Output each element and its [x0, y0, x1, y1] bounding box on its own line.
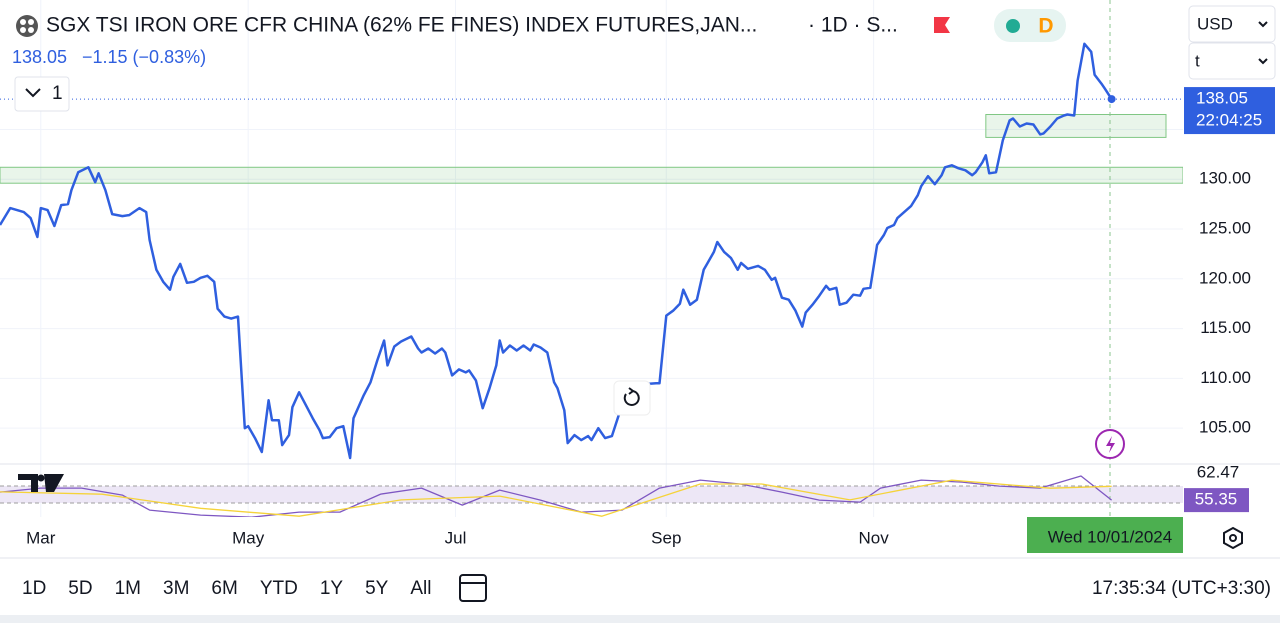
- range-button[interactable]: 1Y: [320, 578, 344, 599]
- last-price-label: 138.05: [1196, 89, 1248, 108]
- tv-logo: [18, 474, 64, 492]
- price-change: −1.15 (−0.83%): [82, 47, 206, 67]
- price-line: [0, 42, 1113, 460]
- y-tick-label: 110.00: [1200, 368, 1251, 387]
- unit-select[interactable]: [1188, 42, 1276, 80]
- range-button[interactable]: 5Y: [365, 578, 389, 599]
- range-button[interactable]: 1D: [22, 578, 46, 599]
- range-button[interactable]: 3M: [163, 578, 189, 599]
- reset-button[interactable]: [613, 380, 651, 416]
- price-zone: [985, 114, 1167, 138]
- x-tick-label: Nov: [859, 528, 890, 547]
- range-button[interactable]: 5D: [68, 578, 92, 599]
- crosshair-date-box: [1027, 517, 1183, 553]
- rsi-band: [0, 486, 1183, 503]
- currency-select[interactable]: [1188, 5, 1276, 43]
- crosshair-date: Wed 10/01/2024: [1048, 527, 1172, 546]
- y-tick-label: 115.00: [1200, 318, 1251, 337]
- y-tick-label: 120.00: [1199, 268, 1251, 287]
- rsi-last-box: [1184, 488, 1249, 513]
- date-range-button[interactable]: [459, 574, 487, 602]
- indicator-toggle[interactable]: [14, 76, 70, 112]
- clock: 17:35:34 (UTC+3:30): [1092, 578, 1271, 599]
- last-price-box: [1184, 87, 1275, 135]
- rsi-line: [0, 479, 1112, 517]
- y-tick-label: 125.00: [1199, 218, 1251, 237]
- x-tick-label: May: [232, 528, 265, 547]
- range-button[interactable]: All: [410, 578, 431, 599]
- bottom-strip: [0, 615, 1280, 623]
- y-tick-label: 130.00: [1199, 169, 1251, 188]
- timeframe: · 1D · S...: [808, 14, 898, 37]
- symbol-logo: [16, 15, 38, 37]
- range-button[interactable]: 6M: [211, 578, 237, 599]
- rsi-tick-label: 62.47: [1197, 463, 1240, 482]
- x-tick-label: Jul: [445, 528, 467, 547]
- symbol-title: SGX TSI IRON ORE CFR CHINA (62% FE FINES…: [46, 14, 757, 37]
- flag-icon[interactable]: [934, 17, 950, 33]
- unit: t: [1195, 51, 1200, 70]
- y-tick-label: 105.00: [1199, 418, 1251, 437]
- indicator-count: 1: [52, 83, 63, 104]
- last-point: [1107, 95, 1116, 104]
- range-button[interactable]: 1M: [115, 578, 141, 599]
- rsi-last-label: 55.35: [1195, 490, 1238, 509]
- settings-icon[interactable]: [1223, 526, 1243, 550]
- status-pill[interactable]: [994, 9, 1066, 42]
- last-price: 138.05: [12, 47, 67, 67]
- range-button[interactable]: YTD: [260, 578, 298, 599]
- currency: USD: [1197, 14, 1233, 33]
- x-tick-label: Sep: [651, 528, 681, 547]
- price-zone: [0, 166, 1183, 184]
- last-price-time: 22:04:25: [1196, 111, 1262, 130]
- status-badge: D: [1038, 15, 1053, 38]
- x-tick-label: Mar: [26, 528, 56, 547]
